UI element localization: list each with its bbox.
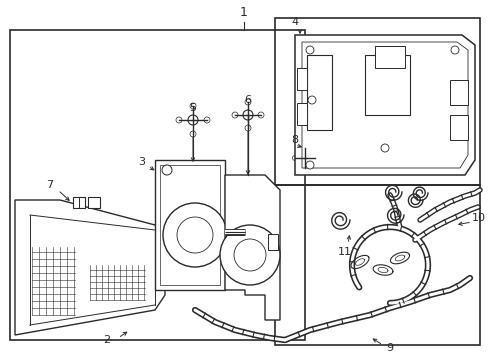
Text: 9: 9 [386,343,393,353]
Circle shape [312,156,317,161]
FancyBboxPatch shape [155,160,224,290]
Circle shape [220,225,280,285]
FancyBboxPatch shape [306,55,331,130]
Text: 4: 4 [291,17,298,27]
Text: 1: 1 [240,5,247,18]
FancyBboxPatch shape [449,115,467,140]
Circle shape [292,156,297,161]
Circle shape [190,103,196,109]
Text: 2: 2 [103,335,110,345]
FancyBboxPatch shape [364,55,409,115]
Circle shape [162,165,172,175]
Circle shape [234,239,265,271]
Circle shape [305,46,313,54]
Circle shape [305,161,313,169]
Bar [274,18,479,185]
Circle shape [301,154,308,162]
Circle shape [176,117,182,123]
FancyBboxPatch shape [267,234,278,250]
Text: 5: 5 [189,103,196,113]
Circle shape [163,203,226,267]
Polygon shape [294,35,474,175]
Circle shape [307,96,315,104]
Bar [274,185,479,345]
Circle shape [450,46,458,54]
Text: 7: 7 [46,180,54,190]
Circle shape [244,125,250,131]
Polygon shape [15,200,164,335]
Circle shape [190,131,196,137]
Text: 10: 10 [471,213,485,223]
FancyBboxPatch shape [296,103,306,125]
FancyBboxPatch shape [73,197,85,208]
Circle shape [243,110,252,120]
Circle shape [177,217,213,253]
Text: 8: 8 [291,135,298,145]
Circle shape [187,115,198,125]
FancyBboxPatch shape [296,68,306,90]
Circle shape [244,99,250,105]
FancyBboxPatch shape [449,80,467,105]
Circle shape [380,144,388,152]
Text: 3: 3 [138,157,145,167]
FancyBboxPatch shape [88,197,100,208]
FancyBboxPatch shape [374,46,404,68]
Polygon shape [224,175,280,320]
Circle shape [258,112,264,118]
Bar [10,30,305,340]
Circle shape [302,166,307,171]
Text: 11: 11 [337,247,351,257]
Circle shape [302,145,307,150]
Text: 6: 6 [244,95,251,105]
Circle shape [203,117,209,123]
Circle shape [231,112,238,118]
